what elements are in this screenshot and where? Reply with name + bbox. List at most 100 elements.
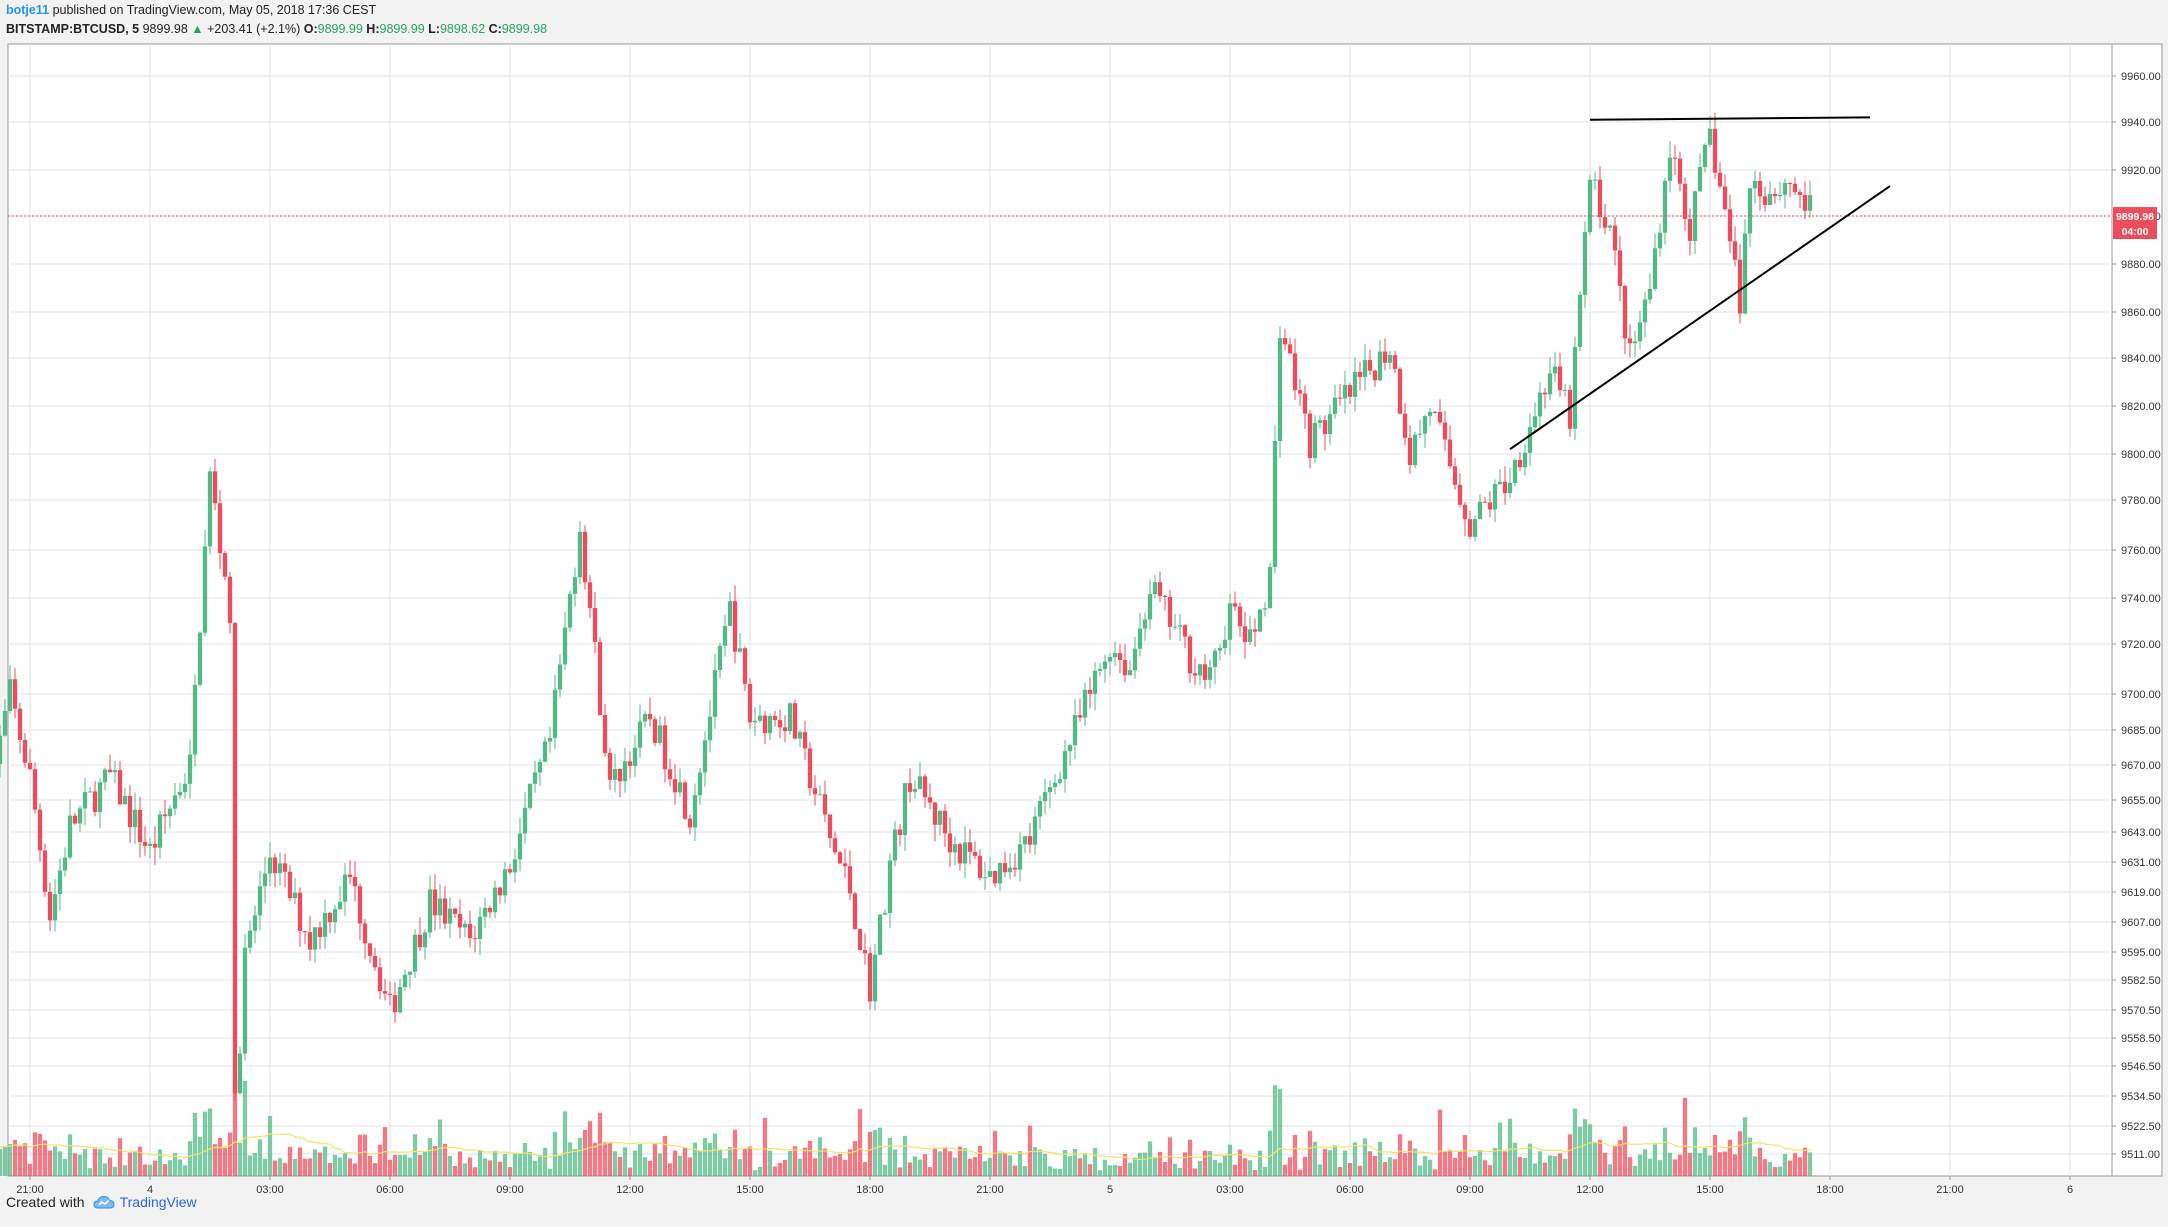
volume-bar xyxy=(1137,1152,1143,1176)
candle-body xyxy=(377,967,383,992)
volume-bar xyxy=(897,1167,903,1176)
candle-body xyxy=(27,762,33,770)
candle-body xyxy=(1207,667,1213,680)
candle-body xyxy=(327,912,333,923)
volume-bar xyxy=(377,1144,383,1176)
candle-body xyxy=(662,725,668,770)
candle-body xyxy=(1517,460,1523,468)
volume-bar xyxy=(752,1170,758,1176)
volume-bar xyxy=(1072,1149,1078,1176)
volume-bar xyxy=(1612,1145,1618,1176)
volume-bar xyxy=(187,1141,193,1176)
candle-body xyxy=(1472,519,1478,537)
candle-body xyxy=(952,844,958,853)
volume-bar xyxy=(317,1152,323,1176)
volume-bar xyxy=(462,1163,468,1176)
candle-body xyxy=(2,711,8,736)
candle-body xyxy=(1302,393,1308,414)
candle-body xyxy=(1267,567,1273,609)
volume-bar xyxy=(762,1117,768,1176)
volume-bar xyxy=(922,1154,928,1176)
candle-body xyxy=(932,802,938,825)
candle-body xyxy=(1027,836,1033,845)
volume-bar xyxy=(62,1159,68,1176)
candle-body xyxy=(237,1053,243,1094)
volume-bar xyxy=(1547,1155,1553,1176)
volume-bar xyxy=(167,1160,173,1176)
volume-bar xyxy=(902,1135,908,1176)
volume-bar xyxy=(1117,1165,1123,1176)
volume-bar xyxy=(162,1164,168,1176)
volume-bar xyxy=(1252,1170,1258,1176)
volume-bar xyxy=(852,1141,858,1176)
candle-body xyxy=(852,893,858,930)
candle-body xyxy=(1692,191,1698,241)
candle-body xyxy=(1547,373,1553,395)
volume-bar xyxy=(387,1159,393,1176)
volume-bar xyxy=(617,1156,623,1176)
candle-body xyxy=(867,953,873,1002)
volume-bar xyxy=(1427,1159,1433,1176)
candle-body xyxy=(1652,248,1658,289)
volume-bar xyxy=(82,1149,88,1176)
low-label: L: xyxy=(428,22,440,36)
volume-bar xyxy=(1172,1163,1178,1176)
candle-body xyxy=(1417,433,1423,435)
volume-bar xyxy=(717,1150,723,1176)
candle-body xyxy=(447,908,453,924)
trendlines[interactable] xyxy=(1509,116,1891,451)
open-value: 9899.99 xyxy=(317,22,363,36)
candle-body xyxy=(77,808,83,824)
candle-body xyxy=(1282,338,1288,345)
candle-body xyxy=(0,735,3,764)
volume-bar xyxy=(1102,1159,1108,1176)
author-link[interactable]: botje11 xyxy=(6,3,50,17)
volume-bar xyxy=(1312,1141,1318,1176)
y-tick-label: 9720.00 xyxy=(2121,639,2161,651)
candle-body xyxy=(667,769,673,780)
candle-body xyxy=(992,870,998,884)
volume-bar xyxy=(1567,1134,1573,1176)
volume-bar xyxy=(212,1144,218,1176)
candle-body xyxy=(1657,232,1663,249)
volume-bar xyxy=(862,1162,868,1176)
x-tick-label: 15:00 xyxy=(1696,1184,1724,1196)
volume-bar xyxy=(1752,1156,1758,1176)
candle-body xyxy=(1372,370,1378,381)
tradingview-link[interactable]: TradingView xyxy=(93,1194,197,1210)
candle-body xyxy=(847,866,853,894)
volume-bar xyxy=(1482,1160,1488,1176)
candle-body xyxy=(22,740,28,763)
volume-bar xyxy=(1132,1157,1138,1176)
high-value: 9899.99 xyxy=(379,22,425,36)
candle-body xyxy=(1477,501,1483,520)
candle-body xyxy=(572,577,578,594)
volume-bar xyxy=(232,1081,238,1176)
candle-body xyxy=(317,927,323,937)
candle-body xyxy=(7,679,13,712)
candle-body xyxy=(742,648,748,684)
candle-body xyxy=(787,703,793,732)
volume-bar xyxy=(632,1150,638,1176)
candle-body xyxy=(1212,650,1218,668)
volume-bar xyxy=(927,1167,933,1176)
candle-body xyxy=(1332,397,1338,415)
candle-body xyxy=(1632,341,1638,344)
volume-bar xyxy=(1087,1164,1093,1176)
volume-bar xyxy=(1607,1164,1613,1176)
volume-bar xyxy=(137,1146,143,1176)
volume-bar xyxy=(1077,1158,1083,1176)
volume-bar xyxy=(1717,1152,1723,1176)
low-value: 9898.62 xyxy=(439,22,486,36)
y-tick-label: 9619.00 xyxy=(2121,887,2161,899)
candle-body xyxy=(977,855,983,878)
volume-bar xyxy=(1517,1156,1523,1176)
volume-bar xyxy=(602,1142,608,1176)
candle-body xyxy=(1622,286,1628,339)
candle-body xyxy=(757,715,763,721)
candle-body xyxy=(1752,180,1758,189)
candle-body xyxy=(1112,653,1118,658)
candle-body xyxy=(1662,180,1668,233)
volume-bar xyxy=(777,1162,783,1176)
